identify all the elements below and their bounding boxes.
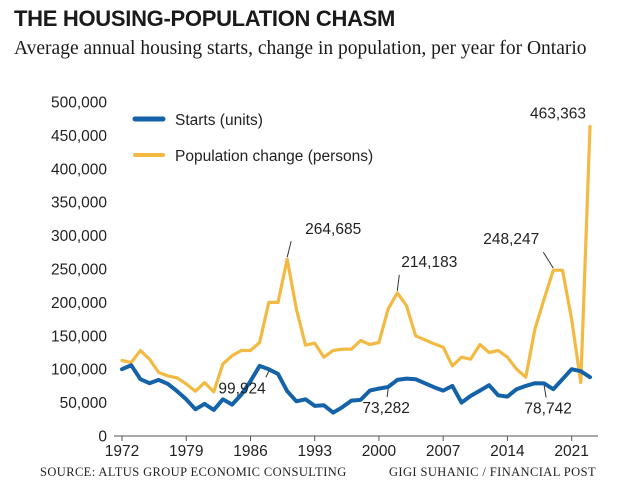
credit-note: GIGI SUHANIC / FINANCIAL POST bbox=[389, 465, 596, 479]
legend: Starts (units) Population change (persons… bbox=[132, 112, 373, 165]
annotation-label: 99,924 bbox=[218, 380, 266, 397]
x-tick-label: 1979 bbox=[169, 443, 203, 460]
y-tick-label: 450,000 bbox=[51, 128, 107, 145]
annotation-label: 248,247 bbox=[483, 231, 539, 248]
y-tick-label: 400,000 bbox=[51, 161, 107, 178]
y-tick-label: 150,000 bbox=[51, 328, 107, 345]
y-tick-label: 250,000 bbox=[51, 262, 107, 279]
annotation-leader-line bbox=[543, 385, 547, 398]
annotation-leader-line bbox=[265, 371, 270, 378]
y-tick-label: 0 bbox=[98, 429, 107, 446]
chart-subtitle: Average annual housing starts, change in… bbox=[14, 38, 587, 59]
y-tick-label: 200,000 bbox=[51, 295, 107, 312]
starts-series-line bbox=[120, 363, 592, 415]
annotation-leader-line bbox=[386, 388, 389, 398]
annotation-leader-line bbox=[286, 241, 292, 258]
y-tick-label: 300,000 bbox=[51, 228, 107, 245]
x-axis: 1972 1979 1986 1993 2000 2007 2014 2021 bbox=[105, 435, 598, 460]
annotation-label: 264,685 bbox=[305, 221, 361, 238]
population-series-line bbox=[120, 124, 592, 394]
chart-title: THE HOUSING-POPULATION CHASM bbox=[14, 6, 396, 31]
x-tick-label: 1993 bbox=[297, 443, 331, 460]
x-tick-label: 2000 bbox=[362, 443, 397, 460]
annotation-layer: 264,685 214,183 248,247 463,363 99,924 73,282… bbox=[218, 105, 586, 417]
y-tick-label: 500,000 bbox=[51, 95, 107, 112]
legend-label-starts: Starts (units) bbox=[175, 112, 263, 129]
annotation-label: 73,282 bbox=[362, 400, 409, 417]
y-tick-label: 100,000 bbox=[51, 362, 107, 379]
x-tick-label: 2007 bbox=[426, 443, 460, 460]
x-tick-label: 1986 bbox=[233, 443, 267, 460]
x-tick-label: 2014 bbox=[490, 443, 525, 460]
legend-label-population: Population change (persons) bbox=[175, 148, 373, 165]
y-axis: 0 50,000 100,000 150,000 200,000 250,000 300,0… bbox=[51, 95, 107, 446]
x-tick-label: 1972 bbox=[105, 443, 139, 460]
annotation-label: 214,183 bbox=[401, 254, 457, 271]
series-layer bbox=[120, 124, 592, 415]
annotation-leader-line bbox=[396, 274, 400, 291]
y-tick-label: 350,000 bbox=[51, 195, 107, 212]
x-tick-label: 2021 bbox=[554, 443, 588, 460]
annotation-label: 463,363 bbox=[530, 105, 586, 122]
annotation-label: 78,742 bbox=[524, 400, 571, 417]
source-note: SOURCE: ALTUS GROUP ECONOMIC CONSULTING bbox=[40, 465, 347, 479]
annotation-leader-line bbox=[542, 251, 554, 269]
y-tick-label: 50,000 bbox=[60, 395, 108, 412]
